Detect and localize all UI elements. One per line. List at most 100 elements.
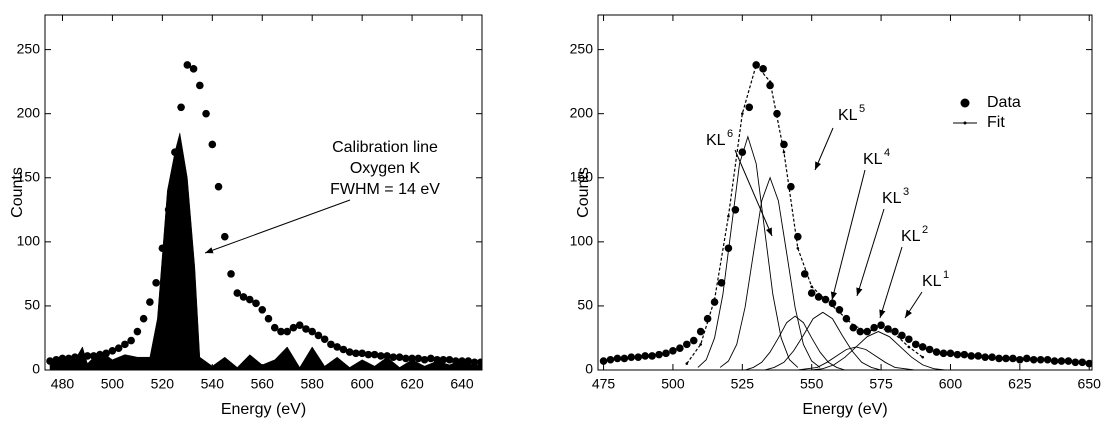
data-point: [339, 345, 348, 354]
data-point: [1050, 357, 1059, 365]
calibration-area: [49, 132, 482, 370]
fit-marker: [838, 311, 841, 314]
legend-marker: [960, 98, 970, 108]
component-label-sup: 5: [859, 103, 865, 115]
data-point: [283, 327, 292, 336]
data-point: [289, 323, 298, 332]
data-point: [114, 344, 123, 353]
data-point: [884, 325, 892, 333]
data-point: [925, 345, 934, 354]
data-point: [738, 148, 747, 156]
x-tick-label: 550: [800, 376, 824, 392]
data-point: [245, 295, 254, 304]
data-point: [627, 353, 636, 361]
y-axis-title: Counts: [9, 167, 26, 218]
data-point: [470, 358, 479, 367]
data-point: [634, 353, 643, 361]
data-point: [939, 349, 948, 358]
x-axis-title: Energy (eV): [221, 401, 306, 418]
y-tick-label: 100: [17, 233, 41, 249]
data-point: [641, 352, 649, 360]
component-label-sup: 1: [943, 269, 949, 281]
data-point: [1002, 354, 1010, 363]
data-point: [1071, 358, 1080, 367]
data-point: [395, 353, 404, 361]
data-point: [898, 331, 906, 340]
y-tick-label: 0: [32, 361, 40, 377]
x-tick-label: 500: [101, 376, 125, 392]
legend-label: Data: [987, 94, 1021, 111]
data-point: [745, 103, 754, 112]
x-tick-label: 520: [151, 376, 175, 392]
data-point: [974, 352, 983, 360]
y-tick-label: 50: [577, 297, 593, 313]
data-point: [807, 289, 816, 297]
data-point: [995, 354, 1003, 363]
data-point: [352, 349, 360, 358]
data-point: [773, 109, 781, 118]
data-point: [676, 344, 684, 353]
annotation-arrow: [856, 208, 885, 297]
annotation-arrow: [814, 127, 834, 171]
data-point: [648, 352, 656, 360]
data-point: [220, 232, 229, 241]
fit-marker: [727, 214, 730, 218]
data-point: [1078, 358, 1087, 367]
fit-marker: [907, 345, 911, 349]
data-point: [295, 321, 304, 329]
data-point: [252, 299, 260, 308]
data-point: [689, 336, 698, 345]
data-point: [183, 61, 192, 69]
data-point: [196, 81, 204, 90]
annotation-arrow: [204, 199, 351, 254]
fit-marker: [810, 285, 813, 288]
data-point: [835, 305, 844, 314]
data-point: [1029, 355, 1038, 364]
data-point: [1016, 355, 1024, 364]
data-point: [932, 348, 941, 356]
data-point: [946, 349, 955, 358]
data-point: [794, 232, 802, 241]
data-point: [1022, 354, 1031, 363]
component-label-sup: 3: [903, 186, 909, 198]
fit-marker: [865, 330, 869, 333]
x-tick-label: 480: [51, 376, 75, 392]
x-tick-label: 575: [869, 376, 893, 392]
data-point: [918, 343, 927, 351]
fit-line: [686, 63, 924, 364]
data-point: [202, 109, 210, 118]
data-point: [127, 336, 135, 345]
x-tick-label: 475: [592, 376, 616, 392]
x-tick-label: 560: [251, 376, 275, 392]
data-point: [1064, 357, 1073, 365]
x-tick-label: 580: [301, 376, 325, 392]
legend-marker: [963, 121, 967, 125]
annotation: FWHM = 14 eV: [330, 181, 440, 198]
data-point: [227, 270, 235, 278]
data-point: [177, 103, 185, 112]
fit-marker: [713, 298, 716, 301]
y-tick-label: 50: [24, 297, 40, 313]
component-label: KL: [922, 273, 942, 290]
component-label: KL: [706, 132, 726, 149]
data-point: [327, 340, 335, 349]
data-point: [1085, 359, 1092, 368]
y-tick-label: 200: [570, 104, 594, 120]
y-axis-title: Counts: [575, 167, 592, 218]
annotation-arrow: [904, 291, 923, 319]
data-point: [370, 350, 379, 359]
data-point: [277, 327, 285, 336]
data-point: [308, 327, 316, 336]
data-point: [766, 81, 774, 90]
data-point: [911, 340, 920, 349]
data-point: [1057, 357, 1066, 365]
y-tick-label: 100: [570, 233, 594, 249]
x-tick-label: 640: [450, 376, 474, 392]
data-point: [133, 327, 142, 336]
data-point: [655, 350, 663, 359]
x-tick-label: 500: [661, 376, 685, 392]
x-tick-label: 620: [400, 376, 424, 392]
data-point: [302, 325, 310, 333]
data-point: [877, 321, 885, 329]
